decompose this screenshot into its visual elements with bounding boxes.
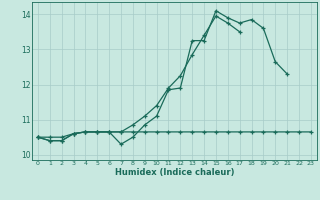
X-axis label: Humidex (Indice chaleur): Humidex (Indice chaleur) <box>115 168 234 177</box>
